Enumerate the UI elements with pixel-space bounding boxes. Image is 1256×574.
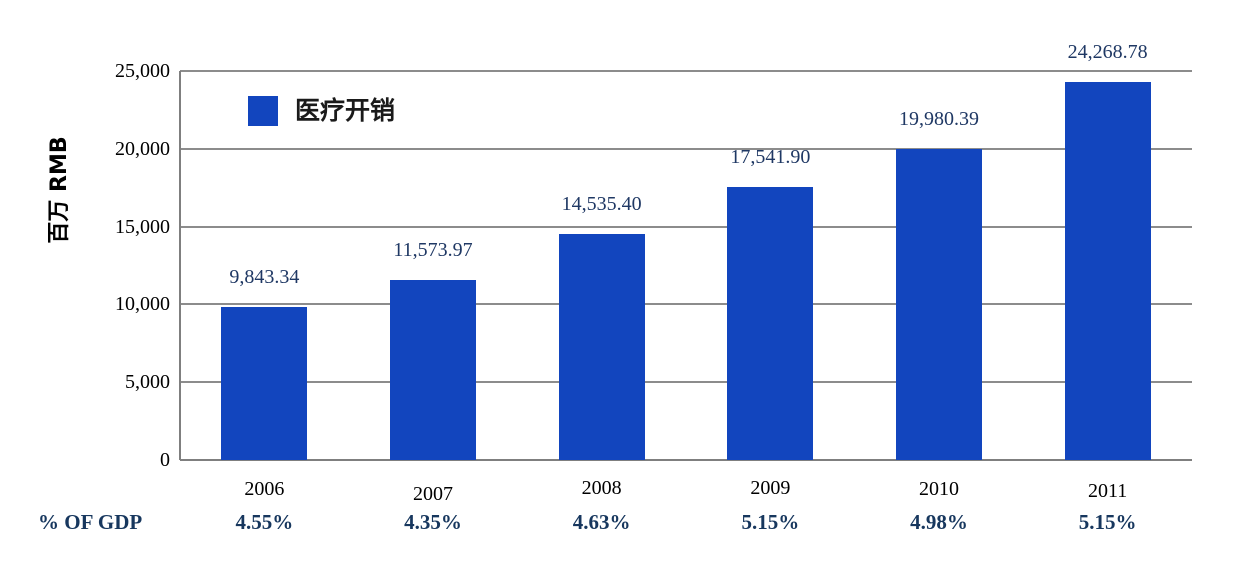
x-tick-label: 2010 xyxy=(919,478,959,500)
bar-2009 xyxy=(727,187,814,460)
y-tick-label: 0 xyxy=(160,449,170,471)
x-tick-label: 2007 xyxy=(413,483,453,505)
gdp-percent-value: 5.15% xyxy=(1078,510,1137,534)
y-tick-label: 10,000 xyxy=(115,293,170,316)
bar-value-label: 17,541.90 xyxy=(730,146,811,169)
bar-value-label: 24,268.78 xyxy=(1067,41,1148,64)
gdp-row-label: % OF GDP xyxy=(38,510,143,534)
y-tick-label: 5,000 xyxy=(125,371,170,394)
x-axis-line xyxy=(180,459,1192,461)
bar-2011 xyxy=(1064,82,1151,460)
bar-value-label: 9,843.34 xyxy=(229,265,300,288)
gridline xyxy=(180,225,1192,228)
legend-swatch xyxy=(248,96,278,126)
x-tick-label: 2008 xyxy=(581,477,622,499)
legend: 医疗开销 xyxy=(248,96,395,126)
bar-value-label: 11,573.97 xyxy=(393,238,473,261)
gdp-percent-value: 5.15% xyxy=(741,510,800,534)
x-tick-label: 2009 xyxy=(750,477,791,499)
gdp-percent-value: 4.63% xyxy=(572,510,631,534)
gridline xyxy=(180,147,1192,150)
gridline xyxy=(180,70,1192,72)
gdp-percent-value: 4.55% xyxy=(235,510,294,534)
x-tick-label: 2011 xyxy=(1088,480,1128,502)
bar-2006 xyxy=(221,306,308,460)
gridline xyxy=(180,381,1192,384)
bar-value-label: 14,535.40 xyxy=(561,192,642,215)
y-tick-label: 25,000 xyxy=(115,60,170,82)
gdp-percent-value: 4.35% xyxy=(404,510,462,534)
y-tick-label: 15,000 xyxy=(115,215,170,238)
bar-2010 xyxy=(896,149,982,460)
bar-2008 xyxy=(558,233,645,460)
legend-label: 医疗开销 xyxy=(295,96,396,125)
gridline xyxy=(180,303,1192,306)
bar-2007 xyxy=(390,279,476,460)
bar-value-label: 19,980.39 xyxy=(899,108,979,131)
gdp-percent-value: 4.98% xyxy=(910,510,968,534)
y-axis-line xyxy=(179,71,181,460)
y-tick-label: 20,000 xyxy=(115,137,170,160)
x-tick-label: 2006 xyxy=(244,478,285,500)
